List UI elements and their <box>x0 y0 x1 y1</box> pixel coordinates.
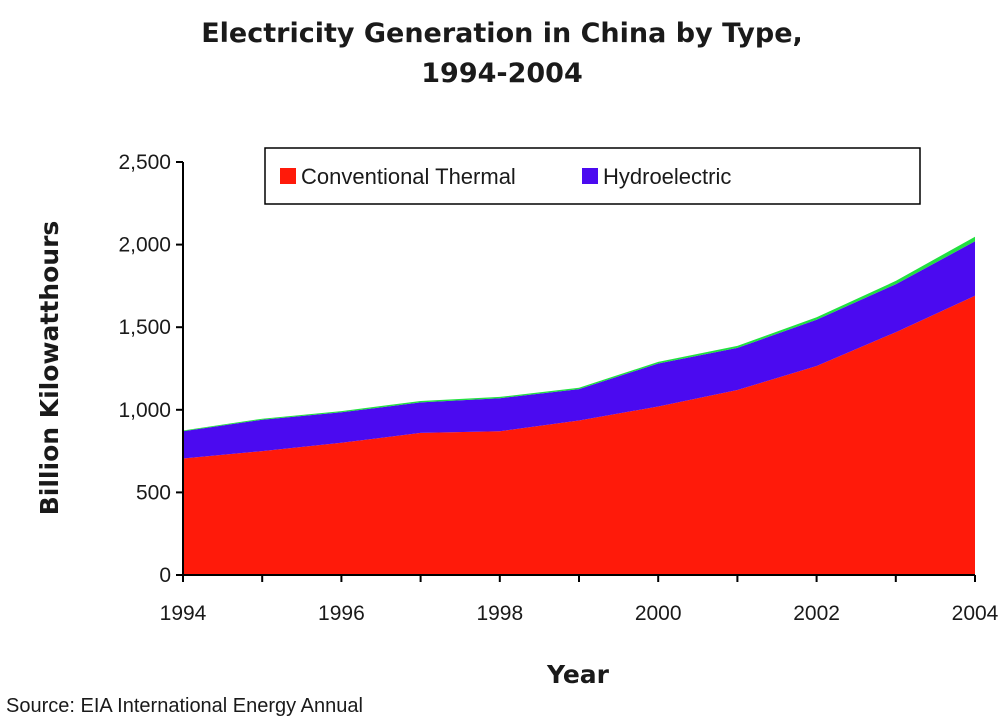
legend-swatch-hydroelectric <box>582 168 598 184</box>
y-tick-label: 1,000 <box>118 399 171 422</box>
legend-swatch-conventional-thermal <box>280 168 296 184</box>
area-series-0 <box>183 295 975 575</box>
y-axis-title: Billion Kilowatthours <box>35 221 64 516</box>
x-tick-label: 1998 <box>476 602 523 625</box>
y-tick-label: 2,500 <box>118 151 171 174</box>
source-note: Source: EIA International Energy Annual <box>6 695 363 717</box>
x-tick-label: 2000 <box>635 602 682 625</box>
x-tick-label: 2002 <box>793 602 840 625</box>
x-tick-label: 2004 <box>952 602 999 625</box>
chart-subtitle: 1994-2004 <box>421 58 583 89</box>
x-tick-label: 1996 <box>318 602 365 625</box>
area-series-1 <box>183 241 975 459</box>
y-tick-label: 500 <box>136 481 171 504</box>
y-ticks: 0 500 1,000 1,500 2,000 2,500 <box>118 151 183 587</box>
chart-title: Electricity Generation in China by Type, <box>201 18 803 49</box>
x-tick-label: 1994 <box>160 602 207 625</box>
x-axis-title: Year <box>546 660 610 689</box>
legend-label-conventional-thermal: Conventional Thermal <box>301 164 516 189</box>
plot-areas <box>183 236 975 575</box>
y-tick-label: 2,000 <box>118 234 171 257</box>
x-ticks: 1994 1996 1998 2000 2002 2004 <box>160 575 999 625</box>
y-tick-label: 1,500 <box>118 316 171 339</box>
y-tick-label: 0 <box>159 564 171 587</box>
legend: Conventional Thermal Hydroelectric <box>264 147 921 205</box>
legend-label-hydroelectric: Hydroelectric <box>603 164 731 189</box>
